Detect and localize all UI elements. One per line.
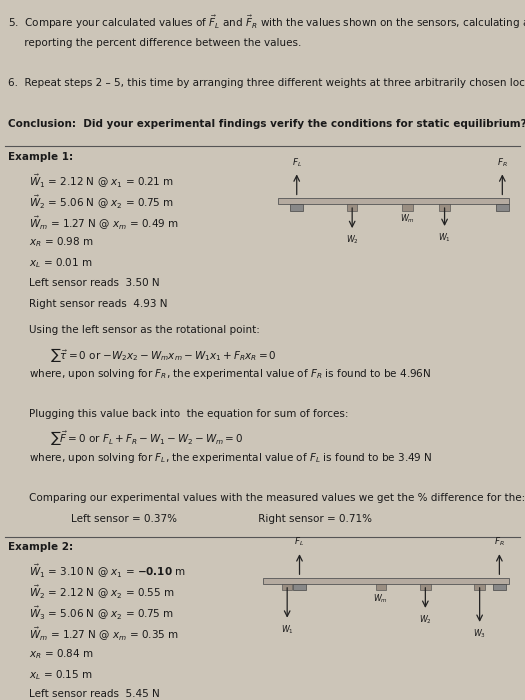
- Bar: [420, 584, 430, 591]
- Text: $x_R$ = 0.98 m: $x_R$ = 0.98 m: [29, 236, 93, 249]
- Text: $W_3$: $W_3$: [473, 628, 486, 640]
- Text: $\sum\vec{\tau}=0$ or $-W_2x_2-W_mx_m-W_1x_1+F_Rx_R=0$: $\sum\vec{\tau}=0$ or $-W_2x_2-W_mx_m-W_…: [50, 346, 277, 364]
- Text: Example 1:: Example 1:: [8, 152, 73, 162]
- Text: $W_m$: $W_m$: [373, 593, 388, 605]
- Text: $\vec{W}_1$ = 2.12 N @ $x_1$ = 0.21 m: $\vec{W}_1$ = 2.12 N @ $x_1$ = 0.21 m: [29, 173, 174, 190]
- Text: $x_L$ = 0.15 m: $x_L$ = 0.15 m: [29, 668, 92, 682]
- Text: Left sensor = 0.37%                         Right sensor = 0.71%: Left sensor = 0.37% Right sensor = 0.71%: [71, 514, 372, 524]
- Text: where, upon solving for $F_R$, the experimental value of $F_R$ is found to be 4.: where, upon solving for $F_R$, the exper…: [29, 367, 431, 381]
- Bar: [262, 578, 509, 584]
- Text: reporting the percent difference between the values.: reporting the percent difference between…: [8, 38, 301, 48]
- Bar: [439, 204, 450, 211]
- Text: $x_L$ = 0.01 m: $x_L$ = 0.01 m: [29, 257, 92, 270]
- Text: $\sum\vec{F}=0$ or $F_L+F_R-W_1-W_2-W_m=0$: $\sum\vec{F}=0$ or $F_L+F_R-W_1-W_2-W_m=…: [50, 430, 244, 448]
- Bar: [347, 204, 358, 211]
- Text: $F_R$: $F_R$: [494, 536, 505, 549]
- Text: $F_R$: $F_R$: [497, 156, 508, 169]
- Text: $W_2$: $W_2$: [345, 234, 359, 246]
- Text: $W_1$: $W_1$: [438, 232, 451, 244]
- Text: $W_1$: $W_1$: [281, 624, 293, 636]
- Text: $\vec{W}_m$ = 1.27 N @ $x_m$ = 0.35 m: $\vec{W}_m$ = 1.27 N @ $x_m$ = 0.35 m: [29, 626, 179, 643]
- Text: Comparing our experimental values with the measured values we get the % differen: Comparing our experimental values with t…: [29, 493, 525, 503]
- Text: Conclusion:  Did your experimental findings verify the conditions for static equ: Conclusion: Did your experimental findin…: [8, 119, 525, 129]
- Text: Example 2:: Example 2:: [8, 542, 73, 552]
- Bar: [493, 584, 506, 591]
- Text: $x_R$ = 0.84 m: $x_R$ = 0.84 m: [29, 647, 93, 661]
- Text: where, upon solving for $F_L$, the experimental value of $F_L$ is found to be 3.: where, upon solving for $F_L$, the exper…: [29, 451, 433, 465]
- Text: Left sensor reads  3.50 N: Left sensor reads 3.50 N: [29, 278, 160, 288]
- Text: $W_2$: $W_2$: [419, 614, 432, 626]
- Bar: [278, 198, 509, 204]
- Text: $\vec{W}_2$ = 2.12 N @ $x_2$ = 0.55 m: $\vec{W}_2$ = 2.12 N @ $x_2$ = 0.55 m: [29, 584, 175, 601]
- Bar: [376, 584, 386, 591]
- Bar: [290, 204, 303, 211]
- Text: $\vec{W}_m$ = 1.27 N @ $x_m$ = 0.49 m: $\vec{W}_m$ = 1.27 N @ $x_m$ = 0.49 m: [29, 215, 179, 232]
- Text: $\vec{W}_1$ = 3.10 N @ $x_1$ = $\mathbf{-0.10}$ m: $\vec{W}_1$ = 3.10 N @ $x_1$ = $\mathbf{…: [29, 563, 186, 580]
- Bar: [475, 584, 485, 591]
- Text: 6.  Repeat steps 2 – 5, this time by arranging three different weights at three : 6. Repeat steps 2 – 5, this time by arra…: [8, 78, 525, 88]
- Text: Left sensor reads  5.45 N: Left sensor reads 5.45 N: [29, 689, 160, 699]
- Bar: [282, 584, 292, 591]
- Text: $W_m$: $W_m$: [400, 213, 415, 225]
- Text: $F_L$: $F_L$: [295, 536, 304, 549]
- Text: Right sensor reads  4.93 N: Right sensor reads 4.93 N: [29, 298, 167, 309]
- Text: 5.  Compare your calculated values of $\vec{F}_L$ and $\vec{F}_R$ with the value: 5. Compare your calculated values of $\v…: [8, 14, 525, 32]
- Bar: [293, 584, 306, 591]
- Text: Using the left sensor as the rotational point:: Using the left sensor as the rotational …: [29, 325, 260, 335]
- Bar: [496, 204, 509, 211]
- Bar: [402, 204, 413, 211]
- Text: $\vec{W}_2$ = 5.06 N @ $x_2$ = 0.75 m: $\vec{W}_2$ = 5.06 N @ $x_2$ = 0.75 m: [29, 194, 174, 211]
- Text: $F_L$: $F_L$: [292, 156, 302, 169]
- Text: Plugging this value back into  the equation for sum of forces:: Plugging this value back into the equati…: [29, 409, 349, 419]
- Text: $\vec{W}_3$ = 5.06 N @ $x_2$ = 0.75 m: $\vec{W}_3$ = 5.06 N @ $x_2$ = 0.75 m: [29, 605, 174, 622]
